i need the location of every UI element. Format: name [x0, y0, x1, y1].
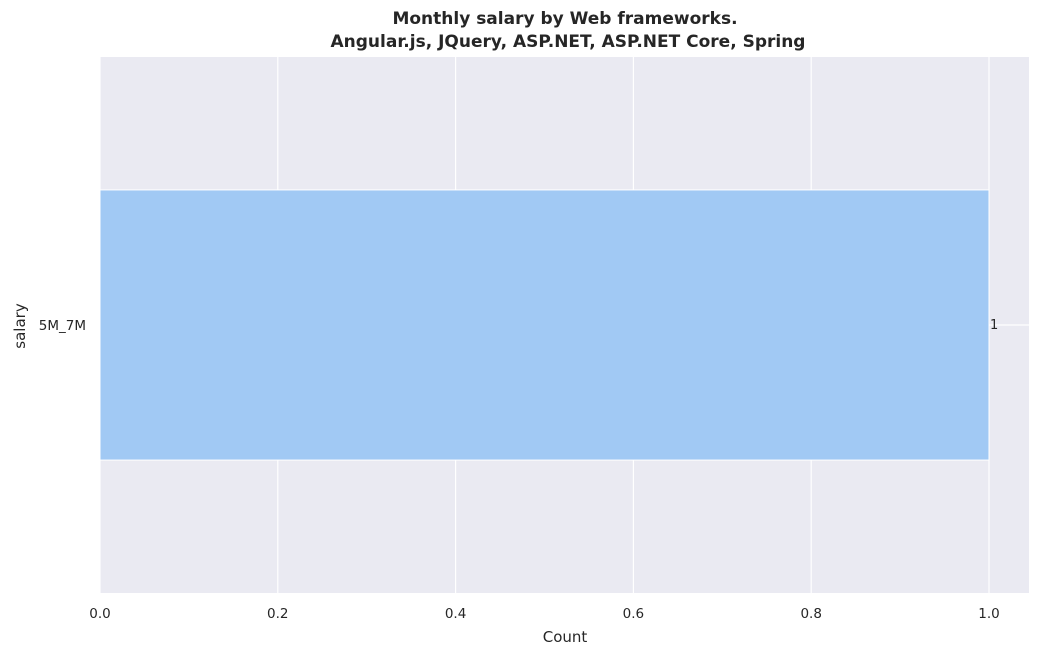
- x-tick-label: 0.2: [267, 606, 288, 622]
- chart-title-line-2: Angular.js, JQuery, ASP.NET, ASP.NET Cor…: [331, 32, 806, 52]
- x-tick-label: 1.0: [978, 606, 999, 622]
- x-tick-label: 0.6: [623, 606, 644, 622]
- x-tick-label: 0.8: [800, 606, 821, 622]
- bar-5M_7M: [99, 189, 990, 461]
- bar-data-label: 1: [990, 318, 998, 333]
- y-axis-label: salary: [11, 303, 29, 349]
- chart-title-line-1: Monthly salary by Web frameworks.: [392, 9, 737, 29]
- axis-ticks: 0.0 0.2 0.4 0.6 0.8 1.0 5M_7M: [39, 318, 1000, 622]
- y-tick-label: 5M_7M: [39, 318, 86, 334]
- x-tick-label: 0.4: [445, 606, 466, 622]
- x-axis-label: Count: [543, 628, 588, 646]
- x-tick-label: 0.0: [89, 606, 110, 622]
- bars: 1: [99, 189, 998, 461]
